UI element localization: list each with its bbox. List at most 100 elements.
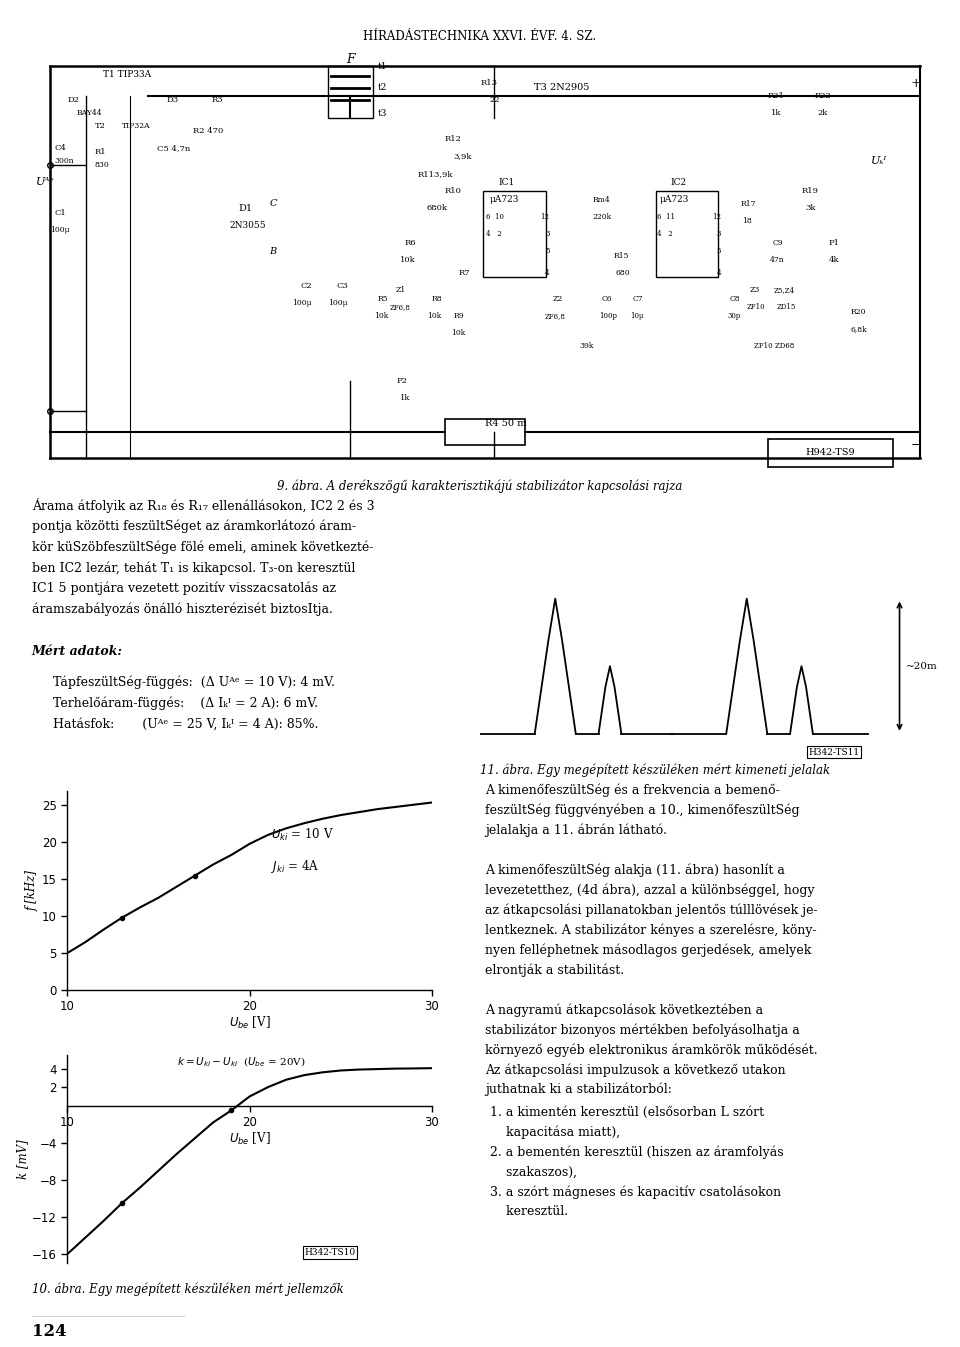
Text: B: B (270, 247, 276, 256)
Text: D1: D1 (238, 203, 252, 213)
Text: C5 4,7n: C5 4,7n (157, 144, 191, 152)
Text: R1: R1 (94, 148, 107, 156)
Text: Uₖᴵ: Uₖᴵ (871, 156, 887, 166)
Text: 10μ: 10μ (631, 313, 644, 321)
Text: ben IC2 lezár, tehát T₁ is kikapcsol. T₃-on keresztül: ben IC2 lezár, tehát T₁ is kikapcsol. T₃… (32, 560, 355, 575)
Text: szakaszos),: szakaszos), (490, 1165, 577, 1179)
Text: ZF10 ZD68: ZF10 ZD68 (755, 342, 795, 350)
Text: 4: 4 (545, 269, 550, 277)
Text: $k = U_{ki} - U_{ki}$  ($U_{be}$ = 20V): $k = U_{ki} - U_{ki}$ ($U_{be}$ = 20V) (177, 1055, 305, 1070)
Text: 6  10: 6 10 (486, 213, 504, 221)
Text: 11. ábra. Egy megépített készüléken mért kimeneti jelalak: 11. ábra. Egy megépített készüléken mért… (480, 764, 830, 777)
Bar (328, 66, 372, 117)
Text: 100μ: 100μ (50, 226, 69, 234)
Text: D2: D2 (67, 97, 80, 105)
Text: 100μ: 100μ (292, 299, 311, 307)
Text: T2: T2 (94, 123, 106, 131)
Text: A kimenőfeszültSég és a frekvencia a bemenő-: A kimenőfeszültSég és a frekvencia a bem… (485, 784, 780, 797)
Text: R12: R12 (444, 135, 462, 143)
Text: elrontják a stabilitást.: elrontják a stabilitást. (485, 963, 624, 977)
Text: t3: t3 (377, 109, 387, 119)
Text: P2: P2 (397, 377, 408, 385)
Text: $U_{ki}$ = 10 V: $U_{ki}$ = 10 V (272, 827, 334, 843)
Text: 124: 124 (32, 1323, 66, 1340)
Text: T1 TIP33A: T1 TIP33A (104, 70, 152, 79)
Text: 47n: 47n (770, 256, 784, 264)
Text: μA723: μA723 (490, 195, 518, 205)
Text: Z1: Z1 (396, 286, 405, 294)
Text: A kimenőfeszültSég alakja (11. ábra) hasonlít a: A kimenőfeszültSég alakja (11. ábra) has… (485, 863, 784, 877)
Text: F: F (346, 53, 354, 66)
Text: stabilizátor bizonyos mértékben befolyásolhatja a: stabilizátor bizonyos mértékben befolyás… (485, 1024, 800, 1037)
Text: H942-TS9: H942-TS9 (805, 449, 855, 457)
Text: 3. a szórt mágneses és kapacitív csatolásokon: 3. a szórt mágneses és kapacitív csatolá… (490, 1185, 780, 1199)
Text: C2: C2 (301, 282, 313, 290)
Text: C4: C4 (54, 144, 66, 152)
Text: R20: R20 (851, 307, 866, 315)
Text: IC1 5 pontjára vezetett pozitív visszacsatolás az: IC1 5 pontjára vezetett pozitív visszacs… (32, 582, 336, 595)
Text: TápfeszültSég-függés:  (Δ Uᴬᵉ = 10 V): 4 mV.: TápfeszültSég-függés: (Δ Uᴬᵉ = 10 V): 4 … (53, 676, 335, 690)
Text: R13: R13 (481, 79, 497, 88)
Text: levezetetthez, (4d ábra), azzal a különbséggel, hogy: levezetetthez, (4d ábra), azzal a különb… (485, 884, 814, 897)
Text: 10k: 10k (427, 313, 442, 321)
Text: Hatásfok:       (Uᴬᵉ = 25 V, Iₖᴵ = 4 A): 85%.: Hatásfok: (Uᴬᵉ = 25 V, Iₖᴵ = 4 A): 85%. (53, 718, 319, 730)
Text: 5: 5 (545, 248, 550, 256)
Text: 3: 3 (716, 230, 721, 238)
Text: 12: 12 (540, 213, 550, 221)
Text: R10: R10 (444, 187, 462, 195)
Text: μA723: μA723 (660, 195, 689, 205)
Bar (483, 191, 546, 277)
Text: R22: R22 (814, 92, 831, 100)
Text: R15: R15 (613, 252, 629, 260)
Text: 220k: 220k (592, 213, 612, 221)
Text: jelalakja a 11. ábrán látható.: jelalakja a 11. ábrán látható. (485, 824, 666, 838)
Text: 10k: 10k (399, 256, 416, 264)
Text: pontja közötti feszültSéget az áramkorlátozó áram-: pontja közötti feszültSéget az áramkorlá… (32, 519, 356, 533)
Text: 680k: 680k (426, 205, 447, 213)
Text: kör küSzöbfeszültSége fölé emeli, aminek következté-: kör küSzöbfeszültSége fölé emeli, aminek… (32, 540, 373, 554)
Y-axis label: f [kHz]: f [kHz] (26, 870, 39, 911)
Text: 1k: 1k (771, 109, 781, 117)
Text: juthatnak ki a stabilizátorból:: juthatnak ki a stabilizátorból: (485, 1083, 672, 1096)
Text: C1: C1 (54, 209, 66, 217)
Text: R9: R9 (453, 313, 465, 321)
Text: +: + (910, 77, 922, 90)
Text: Rm4: Rm4 (592, 195, 611, 203)
Text: 830: 830 (94, 162, 109, 170)
Text: Uᴬᵉ: Uᴬᵉ (36, 178, 55, 187)
Text: 10. ábra. Egy megépített készüléken mért jellemzők: 10. ábra. Egy megépített készüléken mért… (32, 1282, 344, 1296)
Text: 2. a bementén keresztül (hiszen az áramfolyás: 2. a bementén keresztül (hiszen az áramf… (490, 1145, 783, 1158)
Text: 1. a kimentén keresztül (elsősorban L szórt: 1. a kimentén keresztül (elsősorban L sz… (490, 1106, 764, 1118)
Text: BAY44: BAY44 (77, 109, 102, 117)
Text: 100μ: 100μ (328, 299, 348, 307)
Text: környező egyéb elektronikus áramkörök működését.: környező egyéb elektronikus áramkörök mű… (485, 1043, 817, 1056)
Bar (768, 439, 894, 467)
Text: ZD15: ZD15 (777, 303, 796, 311)
X-axis label: $U_{be}$ [V]: $U_{be}$ [V] (228, 1130, 271, 1146)
Text: lentkeznek. A stabilizátor kényes a szerelésre, köny-: lentkeznek. A stabilizátor kényes a szer… (485, 924, 816, 938)
Text: R2 470: R2 470 (193, 127, 224, 135)
Text: Az átkapcsolási impulzusok a következő utakon: Az átkapcsolási impulzusok a következő u… (485, 1063, 785, 1076)
Text: 4   2: 4 2 (658, 230, 673, 238)
Text: 100p: 100p (599, 313, 617, 321)
Text: C7: C7 (633, 295, 644, 303)
Text: kapacitása miatt),: kapacitása miatt), (490, 1126, 620, 1140)
Text: R19: R19 (802, 187, 819, 195)
Text: R5: R5 (377, 295, 388, 303)
Bar (656, 191, 718, 277)
Y-axis label: k [mV]: k [mV] (16, 1140, 29, 1179)
Text: 18: 18 (743, 217, 753, 225)
Text: 9. ábra. A derékszögű karakterisztikájú stabilizátor kapcsolási rajza: 9. ábra. A derékszögű karakterisztikájú … (277, 480, 683, 493)
Text: 6  11: 6 11 (658, 213, 675, 221)
Text: A nagyramú átkapcsolások következtében a: A nagyramú átkapcsolások következtében a (485, 1004, 763, 1017)
Text: ZF6,8: ZF6,8 (545, 313, 566, 321)
Text: feszültSég függvényében a 10., kimenőfeszültSég: feszültSég függvényében a 10., kimenőfes… (485, 804, 800, 818)
Text: R113,9k: R113,9k (418, 170, 453, 178)
Text: R21: R21 (768, 92, 784, 100)
Text: $J_{ki}$ = 4A: $J_{ki}$ = 4A (272, 858, 320, 876)
Text: 2N3055: 2N3055 (229, 221, 266, 230)
Text: t1: t1 (377, 62, 387, 70)
Text: Mért adatok:: Mért adatok: (32, 645, 123, 657)
Text: HÍRADÁSTECHNIKA XXVI. ÉVF. 4. SZ.: HÍRADÁSTECHNIKA XXVI. ÉVF. 4. SZ. (364, 30, 596, 43)
Text: keresztül.: keresztül. (490, 1206, 567, 1218)
